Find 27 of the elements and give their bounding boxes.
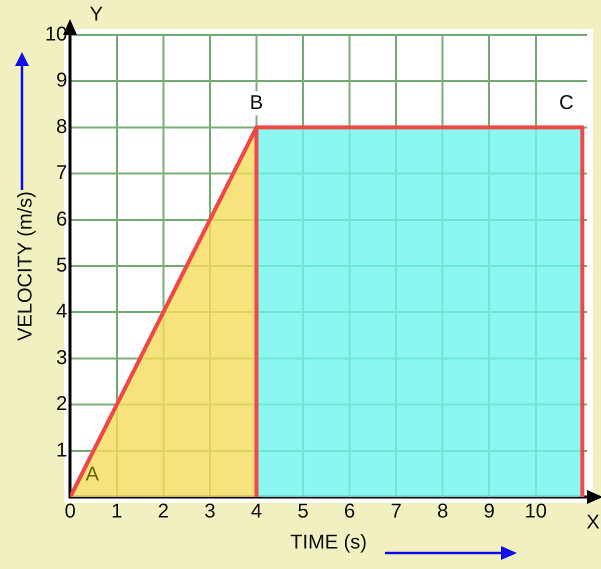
y-tick-label: 9 (56, 70, 68, 92)
x-tick-label: 8 (437, 500, 448, 523)
x-tick-label: 1 (111, 500, 122, 523)
text: Y (90, 4, 103, 26)
y-tick-label: 6 (56, 208, 68, 230)
annotation: C (559, 92, 574, 114)
x-tick-label: 9 (484, 500, 495, 523)
x-tick-label: 5 (297, 500, 309, 523)
x-tick-label: 3 (204, 500, 216, 523)
y-tick-label: 3 (56, 346, 68, 369)
y-tick-label: 7 (56, 162, 68, 184)
y-axis-title: VELOCITY (m/s) (14, 191, 37, 341)
text: X (586, 512, 600, 534)
x-tick-label: 4 (250, 500, 262, 523)
annotation: A (86, 464, 100, 486)
x-tick-label: 6 (344, 500, 356, 523)
y-tick-label: 8 (56, 116, 68, 138)
annotation: B (250, 92, 264, 114)
x-tick-label: 7 (390, 500, 402, 523)
y-tick-label: 2 (56, 393, 68, 416)
y-tick-label: 4 (56, 300, 68, 323)
y-tick-label: 5 (56, 254, 68, 277)
x-axis-title: TIME (s) (290, 532, 367, 554)
x-tick-label: 10 (524, 500, 547, 523)
y-tick-label: 1 (56, 439, 68, 462)
x-tick-label: 2 (158, 500, 169, 523)
x-tick-label: 0 (64, 500, 76, 523)
